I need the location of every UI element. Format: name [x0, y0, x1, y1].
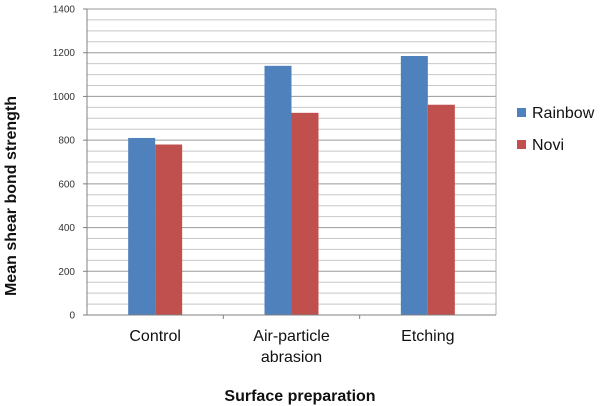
y-axis-title: Mean shear bond strength	[3, 96, 20, 296]
legend-label-novi: Novi	[532, 137, 564, 154]
bar-rainbow-2	[400, 55, 428, 315]
legend: Rainbow Novi	[517, 105, 595, 154]
y-axis: 0 200 400 600 800 1000 1200 1400	[53, 5, 88, 322]
y-tick-label: 800	[58, 136, 75, 147]
y-tick-label: 1000	[53, 92, 76, 103]
x-axis: Control Air-particle abrasion Etching	[87, 314, 496, 366]
x-axis-title: Surface preparation	[224, 388, 375, 405]
x-category-label: Air-particle	[253, 328, 330, 345]
x-category-label: abrasion	[261, 349, 322, 366]
y-tick-label: 400	[58, 223, 75, 234]
y-tick-label: 0	[69, 311, 75, 322]
bars	[128, 55, 455, 315]
legend-label-rainbow: Rainbow	[532, 105, 595, 122]
x-category-label: Etching	[401, 328, 454, 345]
x-category-label: Control	[129, 328, 181, 345]
y-tick-label: 200	[58, 267, 75, 278]
bar-novi-1	[291, 112, 319, 315]
bar-rainbow-0	[128, 137, 156, 315]
legend-swatch-rainbow	[517, 108, 526, 117]
y-tick-label: 1200	[53, 48, 76, 59]
bar-novi-0	[155, 144, 183, 315]
bar-rainbow-1	[264, 65, 292, 315]
legend-swatch-novi	[517, 140, 526, 149]
y-tick-label: 600	[58, 179, 75, 190]
bar-novi-2	[427, 104, 455, 315]
y-tick-label: 1400	[53, 5, 76, 16]
